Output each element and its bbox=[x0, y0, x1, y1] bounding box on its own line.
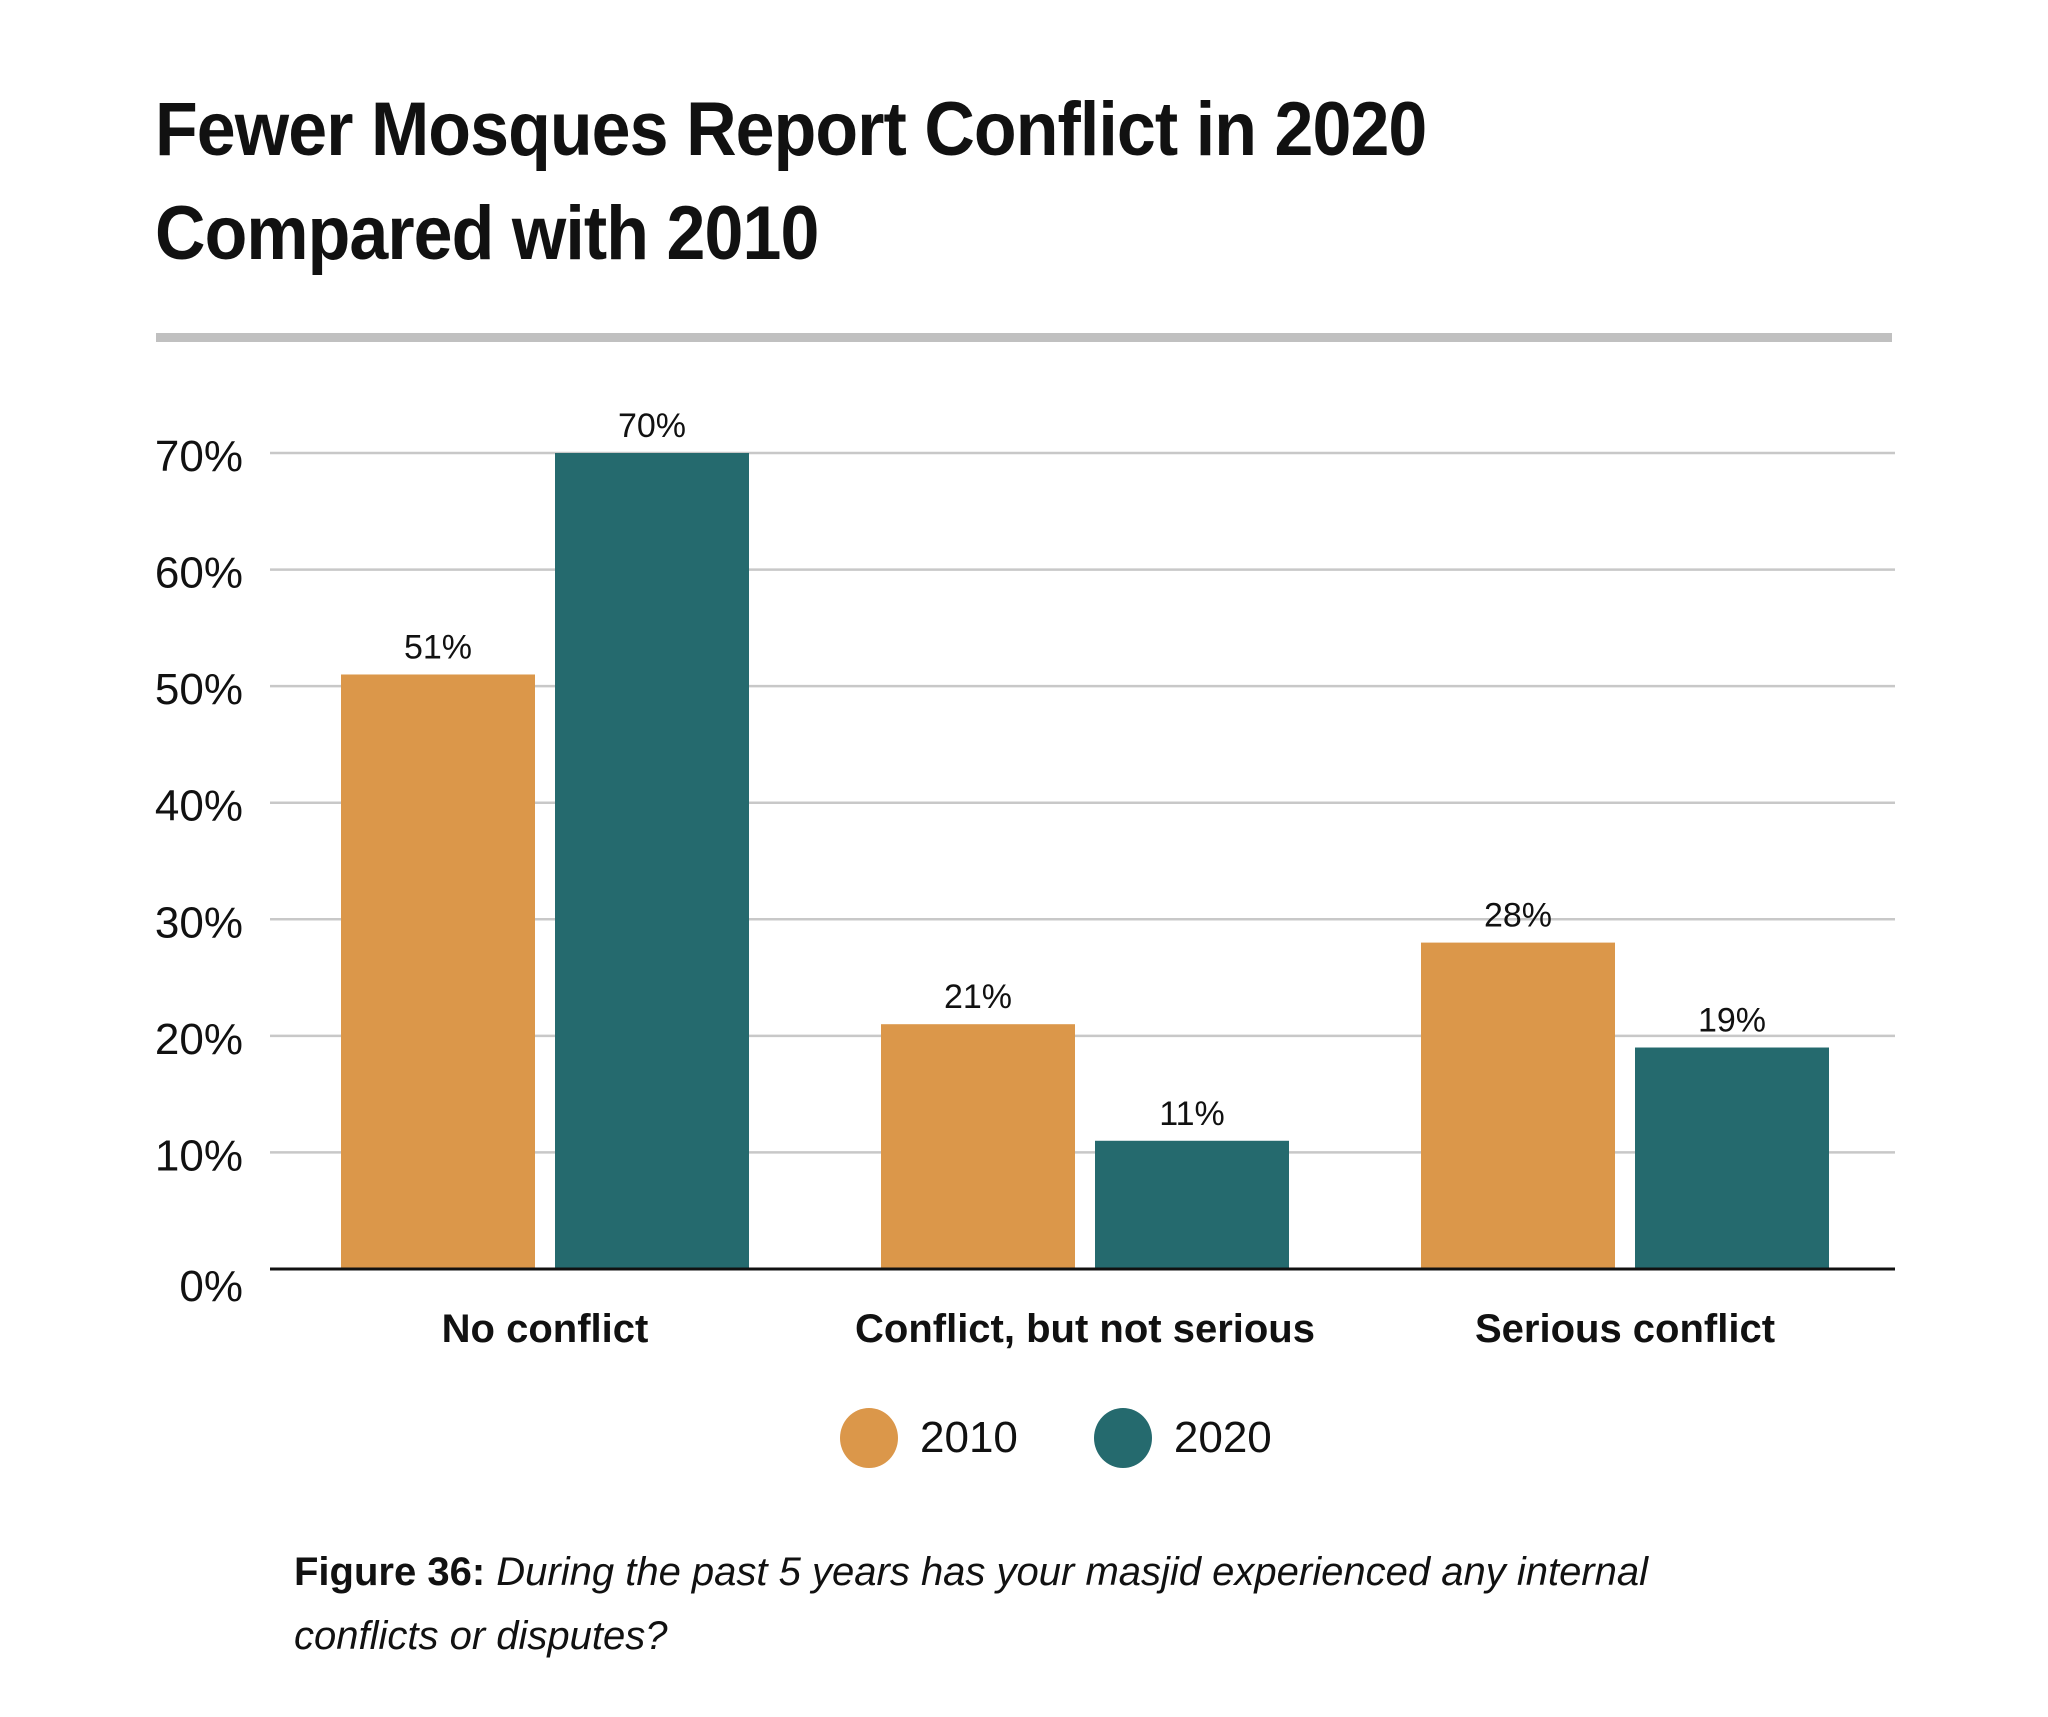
y-tick-label: 0% bbox=[179, 1262, 243, 1311]
y-tick-label: 60% bbox=[155, 549, 243, 598]
legend-label-2020: 2020 bbox=[1173, 1413, 1272, 1462]
y-tick-label: 20% bbox=[155, 1015, 243, 1064]
caption-label: Figure 36: bbox=[294, 1550, 486, 1594]
data-label: 28% bbox=[1484, 897, 1552, 935]
data-label: 21% bbox=[944, 978, 1012, 1016]
title-line-1: Fewer Mosques Report Conflict in 2020 bbox=[155, 87, 1427, 172]
data-label: 51% bbox=[404, 628, 472, 666]
legend-swatch-2020 bbox=[1093, 1408, 1152, 1468]
title-separator bbox=[156, 333, 1892, 342]
x-category-label: Conflict, but not serious bbox=[855, 1307, 1315, 1351]
legend-label-2010: 2010 bbox=[920, 1413, 1018, 1462]
y-tick-label: 50% bbox=[155, 665, 243, 714]
legend-swatch-2010 bbox=[840, 1408, 898, 1468]
figure-caption: Figure 36: During the past 5 years has y… bbox=[294, 1540, 1744, 1668]
caption-text: During the past 5 years has your masjid … bbox=[294, 1550, 1649, 1658]
bar-2020-0 bbox=[555, 453, 749, 1269]
legend-item-2010: 2010 bbox=[840, 1408, 1018, 1468]
bar-2010-2 bbox=[1421, 942, 1615, 1269]
data-label: 70% bbox=[618, 407, 686, 445]
legend: 2010 2020 bbox=[840, 1408, 1348, 1468]
y-tick-label: 40% bbox=[155, 782, 243, 831]
legend-item-2020: 2020 bbox=[1093, 1408, 1272, 1468]
y-tick-label: 10% bbox=[155, 1131, 243, 1180]
title-line-2: Compared with 2010 bbox=[155, 191, 819, 276]
y-tick-label: 30% bbox=[155, 898, 243, 947]
data-label: 19% bbox=[1698, 1002, 1766, 1040]
x-category-label: Serious conflict bbox=[1475, 1307, 1775, 1351]
x-category-label: No conflict bbox=[442, 1307, 649, 1351]
chart-title: Fewer Mosques Report Conflict in 2020 Co… bbox=[155, 78, 1765, 286]
y-tick-label: 70% bbox=[155, 432, 243, 481]
bar-2010-0 bbox=[341, 674, 535, 1269]
bar-2010-1 bbox=[881, 1024, 1075, 1269]
bar-2020-1 bbox=[1095, 1140, 1289, 1269]
bar-2020-2 bbox=[1635, 1047, 1829, 1269]
data-label: 11% bbox=[1159, 1095, 1225, 1133]
